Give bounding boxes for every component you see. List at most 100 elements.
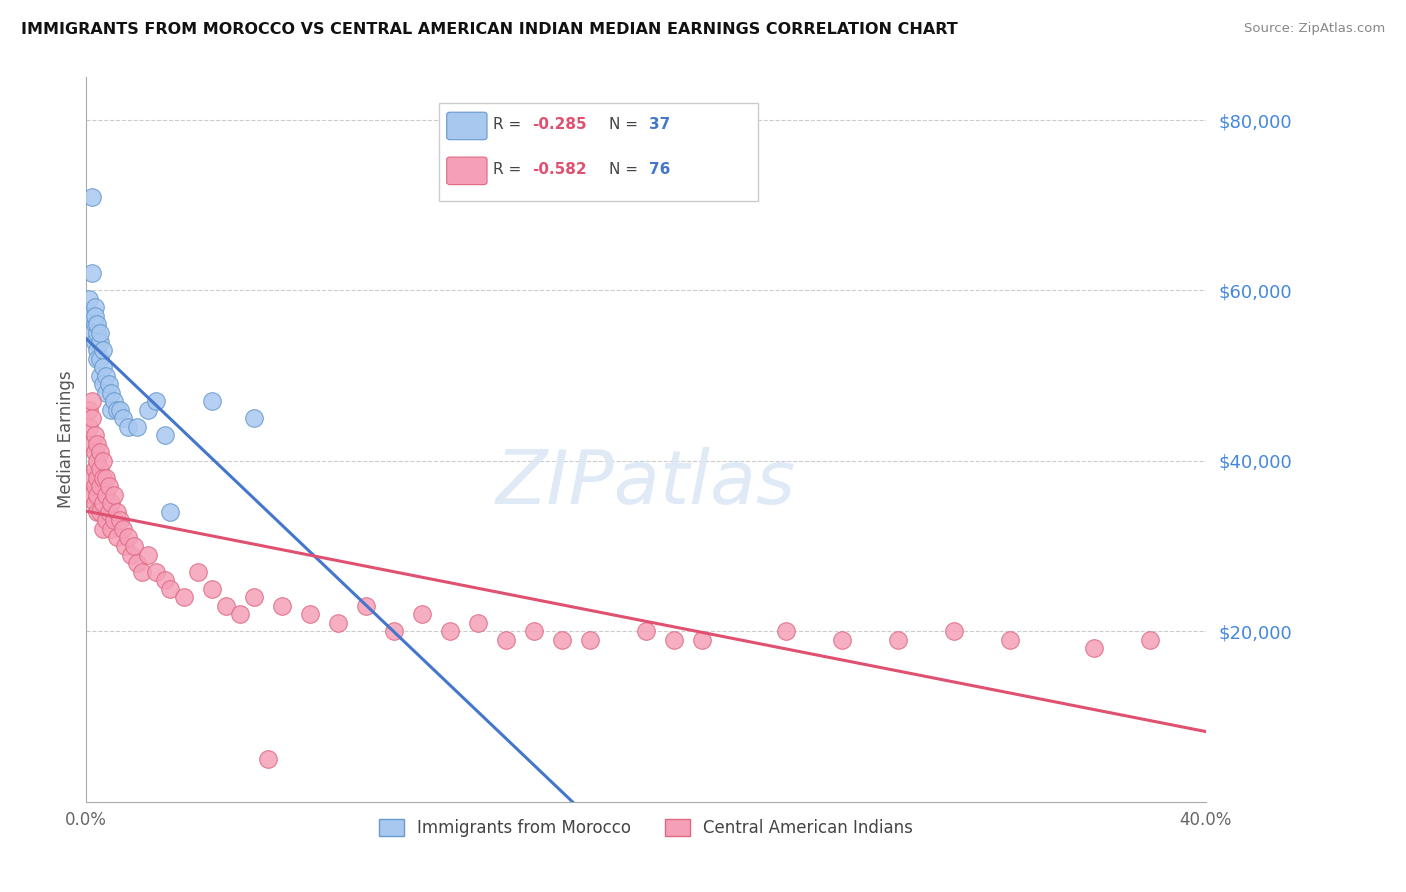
Point — [77, 402, 100, 417]
Point — [97, 377, 120, 392]
Point — [89, 445, 111, 459]
Point — [94, 488, 117, 502]
Point — [120, 548, 142, 562]
Point — [91, 343, 114, 357]
Point — [122, 539, 145, 553]
Point — [83, 496, 105, 510]
Point — [89, 334, 111, 349]
Point — [105, 402, 128, 417]
Point — [354, 599, 377, 613]
Point — [83, 479, 105, 493]
Point — [77, 309, 100, 323]
Point — [91, 522, 114, 536]
Point — [89, 505, 111, 519]
Point — [1083, 641, 1105, 656]
Point — [83, 428, 105, 442]
Text: R =: R = — [492, 117, 526, 132]
Point — [89, 479, 111, 493]
Point — [103, 488, 125, 502]
Point — [125, 419, 148, 434]
Point — [145, 394, 167, 409]
Point — [495, 632, 517, 647]
Point — [257, 752, 280, 766]
Point — [80, 266, 103, 280]
Point — [77, 292, 100, 306]
Point — [105, 505, 128, 519]
Point — [634, 624, 657, 639]
Text: 37: 37 — [650, 117, 671, 132]
Point — [153, 573, 176, 587]
Point — [91, 454, 114, 468]
Point — [91, 496, 114, 510]
Point — [439, 624, 461, 639]
Point — [159, 505, 181, 519]
FancyBboxPatch shape — [447, 157, 486, 185]
Point — [86, 488, 108, 502]
Point — [201, 582, 224, 596]
Point — [86, 351, 108, 366]
Point — [86, 454, 108, 468]
Point — [1139, 632, 1161, 647]
Point — [117, 531, 139, 545]
Text: N =: N = — [609, 117, 643, 132]
Point — [942, 624, 965, 639]
Point — [243, 411, 266, 425]
Text: -0.285: -0.285 — [531, 117, 586, 132]
Point — [89, 368, 111, 383]
Point — [131, 565, 153, 579]
Point — [91, 377, 114, 392]
Point — [103, 513, 125, 527]
Text: Source: ZipAtlas.com: Source: ZipAtlas.com — [1244, 22, 1385, 36]
Point — [125, 556, 148, 570]
Point — [89, 462, 111, 476]
Point — [80, 411, 103, 425]
Point — [831, 632, 853, 647]
Text: IMMIGRANTS FROM MOROCCO VS CENTRAL AMERICAN INDIAN MEDIAN EARNINGS CORRELATION C: IMMIGRANTS FROM MOROCCO VS CENTRAL AMERI… — [21, 22, 957, 37]
Point — [97, 479, 120, 493]
Point — [97, 505, 120, 519]
Point — [299, 607, 322, 622]
Point — [108, 513, 131, 527]
Text: 76: 76 — [650, 162, 671, 177]
Text: N =: N = — [609, 162, 643, 177]
Point — [690, 632, 713, 647]
Point — [80, 326, 103, 340]
FancyBboxPatch shape — [447, 112, 486, 140]
Point — [100, 385, 122, 400]
Point — [136, 548, 159, 562]
Point — [998, 632, 1021, 647]
Point — [523, 624, 546, 639]
Point — [187, 565, 209, 579]
Point — [111, 411, 134, 425]
Point — [201, 394, 224, 409]
Point — [83, 334, 105, 349]
Point — [83, 318, 105, 332]
Point — [108, 402, 131, 417]
Point — [94, 471, 117, 485]
Point — [94, 385, 117, 400]
Text: R =: R = — [492, 162, 526, 177]
Point — [136, 402, 159, 417]
Point — [100, 402, 122, 417]
Point — [86, 318, 108, 332]
Point — [551, 632, 574, 647]
Point — [215, 599, 238, 613]
Point — [83, 309, 105, 323]
Point — [579, 632, 602, 647]
Point — [114, 539, 136, 553]
Point — [89, 326, 111, 340]
Point — [271, 599, 294, 613]
Point — [83, 445, 105, 459]
Point — [100, 496, 122, 510]
Point — [86, 471, 108, 485]
Point — [775, 624, 797, 639]
Point — [77, 471, 100, 485]
Point — [117, 419, 139, 434]
Point — [159, 582, 181, 596]
Point — [94, 513, 117, 527]
Point — [887, 632, 910, 647]
Point — [91, 471, 114, 485]
Point — [467, 615, 489, 630]
Point — [86, 505, 108, 519]
Point — [91, 360, 114, 375]
